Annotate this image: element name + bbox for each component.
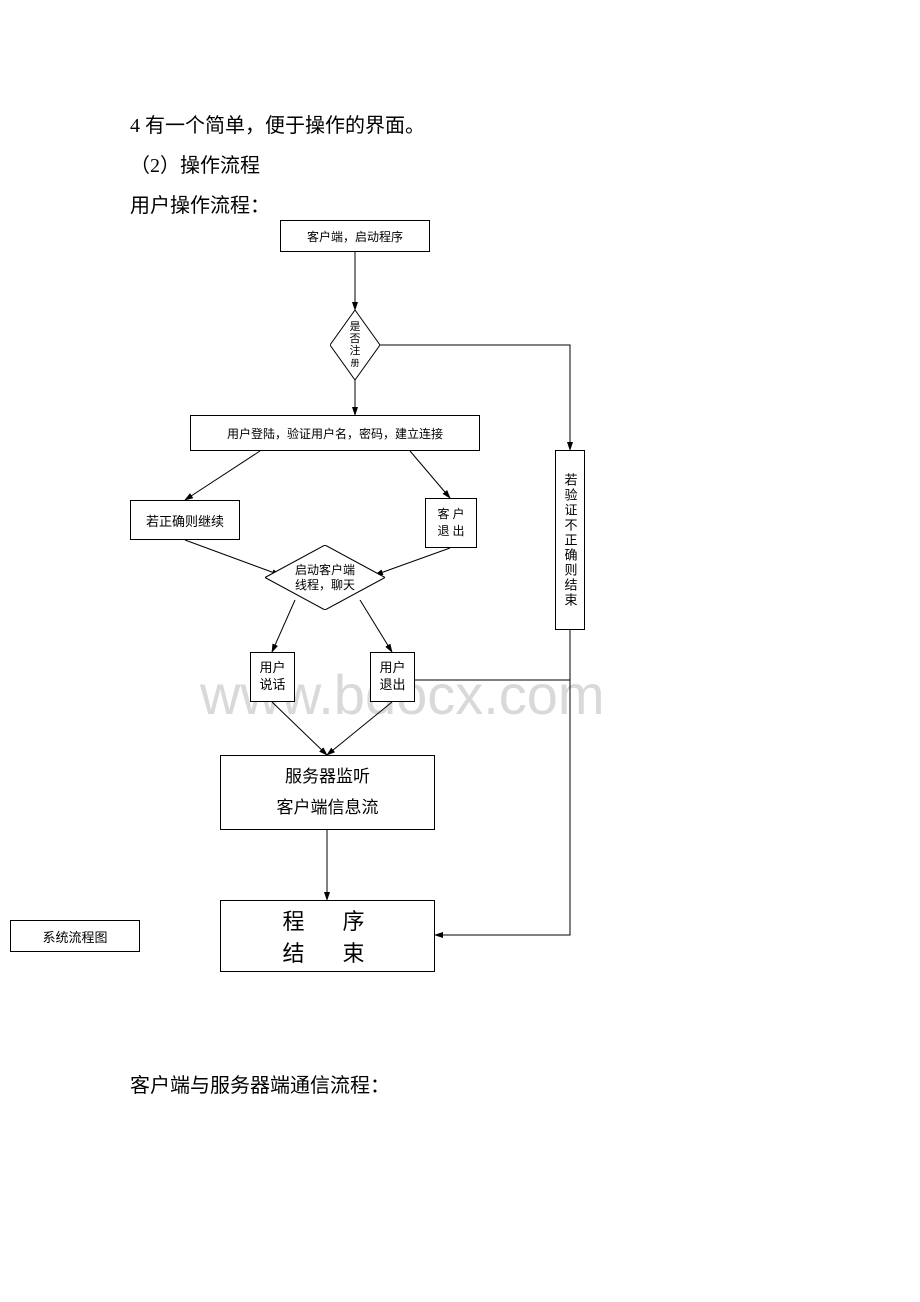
node-continue: 若正确则继续 [130,500,240,540]
node-client-exit-label: 客 户退 出 [437,506,464,540]
node-user-exit: 用户退出 [370,652,415,702]
text-line-1: 4 有一个简单，便于操作的界面。 [130,110,425,142]
node-end: 程 序结 束 [220,900,435,972]
node-login: 用户登陆，验证用户名，密码，建立连接 [190,415,480,451]
node-user-exit-label: 用户退出 [379,660,405,694]
node-end-label: 程 序结 束 [282,904,372,968]
bottom-text: 客户端与服务器端通信流程： [130,1070,390,1102]
node-speak-label: 用户说话 [259,660,285,694]
node-verify-fail-label: 若验证不正确则结束 [561,473,580,608]
node-speak: 用户说话 [250,652,295,702]
flowchart-edges [130,220,790,1000]
node-caption: 系统流程图 [10,920,140,952]
flowchart-diagram: 客户端，启动程序 是否注册 用户登陆，验证用户名，密码，建立连接 若正确则继续 … [130,220,790,1000]
node-register: 是否注册 [330,310,380,380]
node-server: 服务器监听客户端信息流 [220,755,435,830]
node-login-label: 用户登陆，验证用户名，密码，建立连接 [227,425,443,442]
node-verify-fail: 若验证不正确则结束 [555,450,585,630]
node-continue-label: 若正确则继续 [146,511,224,530]
node-start-label: 客户端，启动程序 [307,228,403,245]
node-chat-label: 启动客户端线程，聊天 [295,563,355,592]
text-line-2: （2）操作流程 [130,150,260,182]
node-register-label: 是否注册 [348,321,362,369]
text-line-3: 用户操作流程： [130,190,270,222]
node-chat: 启动客户端线程，聊天 [265,545,385,610]
node-start: 客户端，启动程序 [280,220,430,252]
node-caption-label: 系统流程图 [42,927,107,946]
node-server-label: 服务器监听客户端信息流 [277,762,379,823]
node-client-exit: 客 户退 出 [425,498,477,548]
